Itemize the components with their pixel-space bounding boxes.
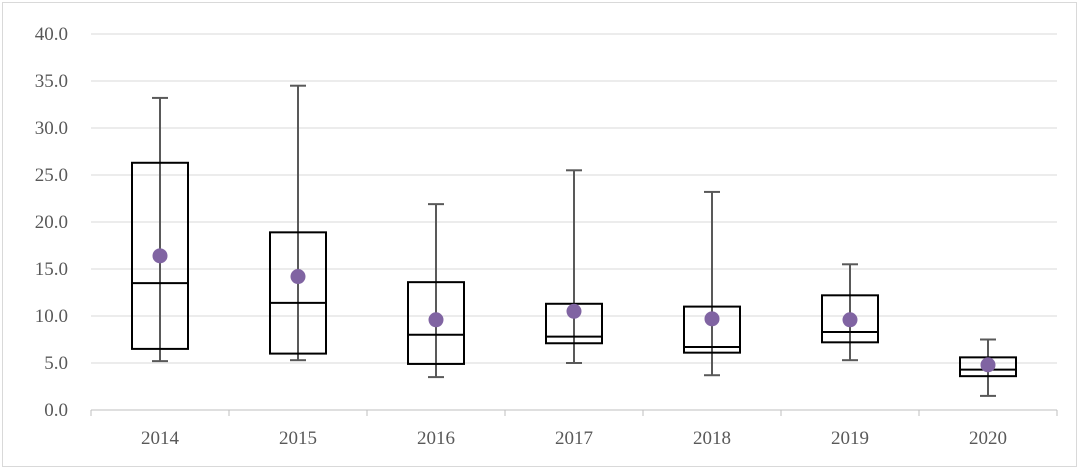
- iqr-box: [683, 305, 741, 354]
- x-tick-label: 2016: [417, 428, 455, 449]
- mean-marker: [152, 248, 168, 264]
- y-tick-label: 15.0: [35, 259, 68, 280]
- iqr-box: [269, 231, 327, 355]
- iqr-box: [959, 356, 1017, 378]
- x-axis-tick-labels: 2014 2015 2016 2017 2018 2019 2020: [141, 428, 1007, 449]
- box-2014: [131, 96, 189, 363]
- mean-marker: [290, 269, 306, 285]
- box-2017: [545, 169, 603, 364]
- iqr-box: [407, 281, 465, 365]
- y-tick-label: 20.0: [35, 212, 68, 233]
- mean-marker: [566, 303, 582, 319]
- box-2020: [959, 338, 1017, 397]
- x-tick-label: 2017: [555, 428, 593, 449]
- x-tick-label: 2018: [693, 428, 731, 449]
- box-2015: [269, 84, 327, 362]
- x-tick-label: 2020: [969, 428, 1007, 449]
- mean-marker: [428, 312, 444, 328]
- y-tick-label: 25.0: [35, 165, 68, 186]
- x-tick-label: 2015: [279, 428, 317, 449]
- y-tick-label: 35.0: [35, 71, 68, 92]
- x-axis: [90, 409, 1058, 416]
- y-tick-label: 40.0: [35, 24, 68, 45]
- mean-marker: [842, 312, 858, 328]
- iqr-box: [545, 302, 603, 345]
- box-2018: [683, 190, 741, 377]
- y-tick-label: 0.0: [44, 400, 68, 421]
- iqr-box: [131, 161, 189, 350]
- y-tick-label: 5.0: [44, 353, 68, 374]
- box-2016: [407, 203, 465, 379]
- plot-area: [131, 84, 1017, 397]
- mean-marker: [980, 357, 996, 373]
- y-axis-tick-labels: 0.0 5.0 10.0 15.0 20.0 25.0 30.0 35.0 40.0: [35, 24, 68, 421]
- mean-marker: [704, 311, 720, 327]
- x-tick-label: 2014: [141, 428, 180, 449]
- iqr-box: [821, 294, 879, 344]
- box-2019: [821, 263, 879, 362]
- y-tick-label: 30.0: [35, 118, 68, 139]
- x-tick-label: 2019: [831, 428, 869, 449]
- y-tick-label: 10.0: [35, 306, 68, 327]
